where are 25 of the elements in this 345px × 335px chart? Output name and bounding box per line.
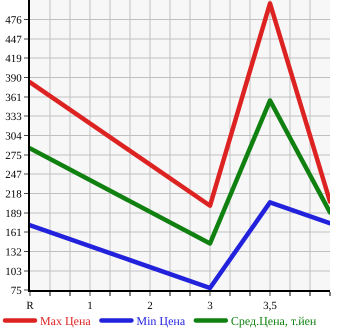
y-tick-label: 161 [5,226,22,239]
y-tick-label: 333 [5,110,22,123]
y-tick-label: 304 [5,130,22,142]
y-tick-label: 132 [5,246,22,258]
x-tick-label: R [26,300,34,312]
y-tick-label: 103 [5,266,22,278]
x-tick-label: 1 [87,300,93,312]
x-tick-label: 3 [207,300,214,312]
y-tick-label: 476 [5,14,22,26]
x-tick-label: 3,5 [263,300,278,312]
line-series [30,1,330,208]
legend-label: Max Цена [40,314,92,328]
y-tick-label: 189 [5,208,22,220]
y-tick-label: 419 [5,52,22,65]
y-tick-label: 390 [5,72,22,84]
x-tick-label: 2 [147,300,153,312]
y-tick-label: 247 [5,168,22,181]
y-tick-label: 447 [5,34,22,46]
y-tick-label: 218 [5,188,22,200]
legend-label: Min Цена [136,314,186,328]
legend-label: Сред.Цена, т.йен [230,314,317,328]
y-tick-label: 361 [5,92,22,104]
y-tick-label: 75 [10,284,22,297]
y-tick-label: 275 [5,150,22,162]
line-series [30,98,330,246]
